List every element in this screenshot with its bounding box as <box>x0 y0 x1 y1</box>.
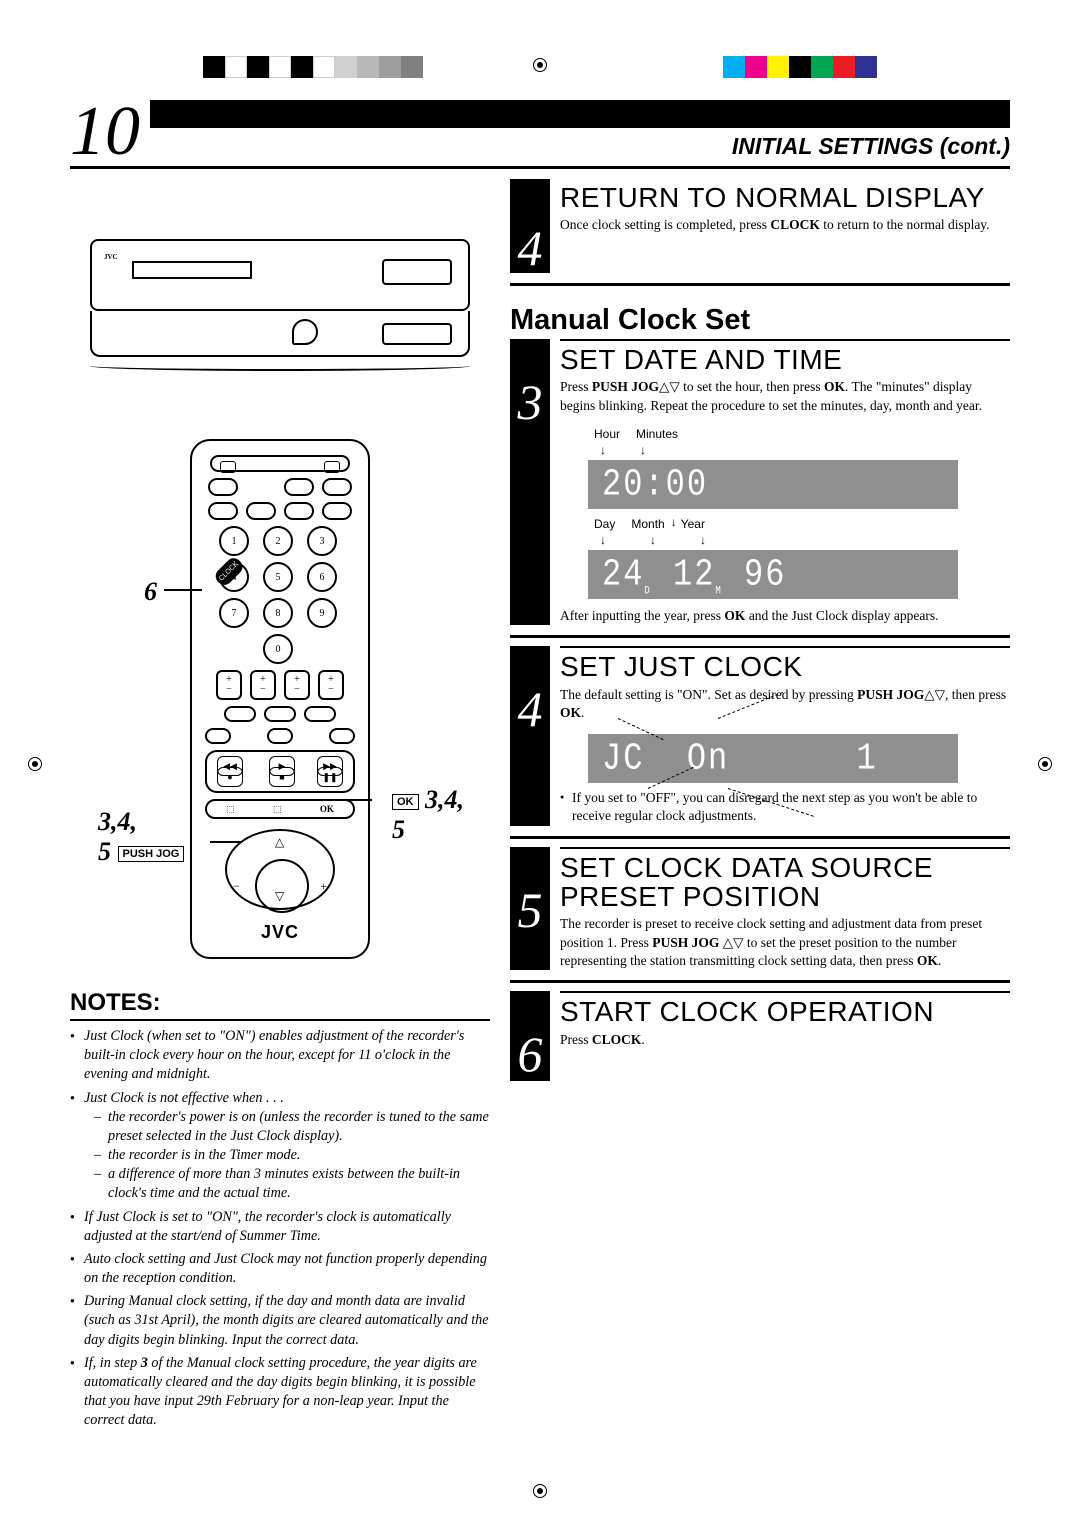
step-set-date-time: 3 SET DATE AND TIME Press PUSH JOG△▽ to … <box>510 339 1010 638</box>
note-item: During Manual clock setting, if the day … <box>70 1292 490 1350</box>
lcd-labels-time: Hour Minutes <box>594 427 1010 441</box>
callout-6: 6 <box>144 577 157 607</box>
lcd-just-clock: JC On 1 <box>588 734 958 783</box>
crop-mark-right <box>1038 757 1052 771</box>
step-after-text: After inputting the year, press OK and t… <box>560 607 1010 625</box>
page-number: 10 <box>70 104 140 160</box>
note-item: If, in step 3 of the Manual clock settin… <box>70 1354 490 1431</box>
step-title: SET CLOCK DATA SOURCE PRESET POSITION <box>560 853 1010 912</box>
step-number: 4 <box>510 646 550 825</box>
notes-heading: NOTES: <box>70 989 490 1021</box>
step-title: SET DATE AND TIME <box>560 345 1010 374</box>
callout-left-345: 3,4, 5 PUSH JOG <box>98 807 184 867</box>
section-heading: Manual Clock Set <box>510 304 1010 337</box>
step-title: RETURN TO NORMAL DISPLAY <box>560 183 1010 212</box>
step-set-preset: 5 SET CLOCK DATA SOURCE PRESET POSITION … <box>510 847 1010 983</box>
step-start-clock: 6 START CLOCK OPERATION Press CLOCK. <box>510 991 1010 1091</box>
step-text: The recorder is preset to receive clock … <box>560 915 1010 970</box>
crop-mark-bottom <box>533 1484 547 1498</box>
remote-illustration: 123 456 789 0 CLOCK +−+−+−+− ◀◀ ▶ ▶▶ ● ■… <box>150 439 410 959</box>
right-bar-group <box>723 56 877 78</box>
step-number: 4 <box>510 179 550 273</box>
lcd-date: 24D 12M 96 <box>588 550 958 599</box>
step-number: 3 <box>510 339 550 625</box>
step-text: Press PUSH JOG△▽ to set the hour, then p… <box>560 378 1010 414</box>
crop-mark-top <box>533 58 547 72</box>
step-number: 6 <box>510 991 550 1081</box>
note-subitem: the recorder is in the Timer mode. <box>94 1146 490 1165</box>
step-text: Once clock setting is completed, press C… <box>560 216 1010 234</box>
step-number: 5 <box>510 847 550 970</box>
step-text: The default setting is "ON". Set as desi… <box>560 686 1010 722</box>
crop-mark-left <box>28 757 42 771</box>
left-bar-group <box>203 56 423 78</box>
remote-logo: JVC <box>261 922 299 943</box>
notes-list: Just Clock (when set to "ON") enables ad… <box>70 1027 490 1430</box>
note-item: Just Clock (when set to "ON") enables ad… <box>70 1027 490 1085</box>
step-bullet: If you set to "OFF", you can disregard t… <box>560 789 1010 825</box>
note-subitem: the recorder's power is on (unless the r… <box>94 1108 490 1146</box>
note-item: Just Clock is not effective when . . . t… <box>70 1089 490 1204</box>
page-header: 10 INITIAL SETTINGS (cont.) <box>70 100 1010 160</box>
lcd-labels-date: Day Month ↓Year <box>594 517 1010 531</box>
step-return-normal: 4 RETURN TO NORMAL DISPLAY Once clock se… <box>510 179 1010 286</box>
vcr-illustration: JVC <box>90 239 470 399</box>
step-text: Press CLOCK. <box>560 1031 1010 1049</box>
lcd-time: 20:00 <box>588 460 958 509</box>
note-subitem: a difference of more than 3 minutes exis… <box>94 1165 490 1203</box>
step-title: SET JUST CLOCK <box>560 652 1010 681</box>
step-title: START CLOCK OPERATION <box>560 997 1010 1026</box>
callout-right-345: OK 3,4, 5 <box>392 785 464 845</box>
note-item: If Just Clock is set to "ON", the record… <box>70 1208 490 1246</box>
header-title: INITIAL SETTINGS (cont.) <box>732 133 1010 160</box>
note-item: Auto clock setting and Just Clock may no… <box>70 1250 490 1288</box>
step-set-just-clock: 4 SET JUST CLOCK The default setting is … <box>510 646 1010 838</box>
